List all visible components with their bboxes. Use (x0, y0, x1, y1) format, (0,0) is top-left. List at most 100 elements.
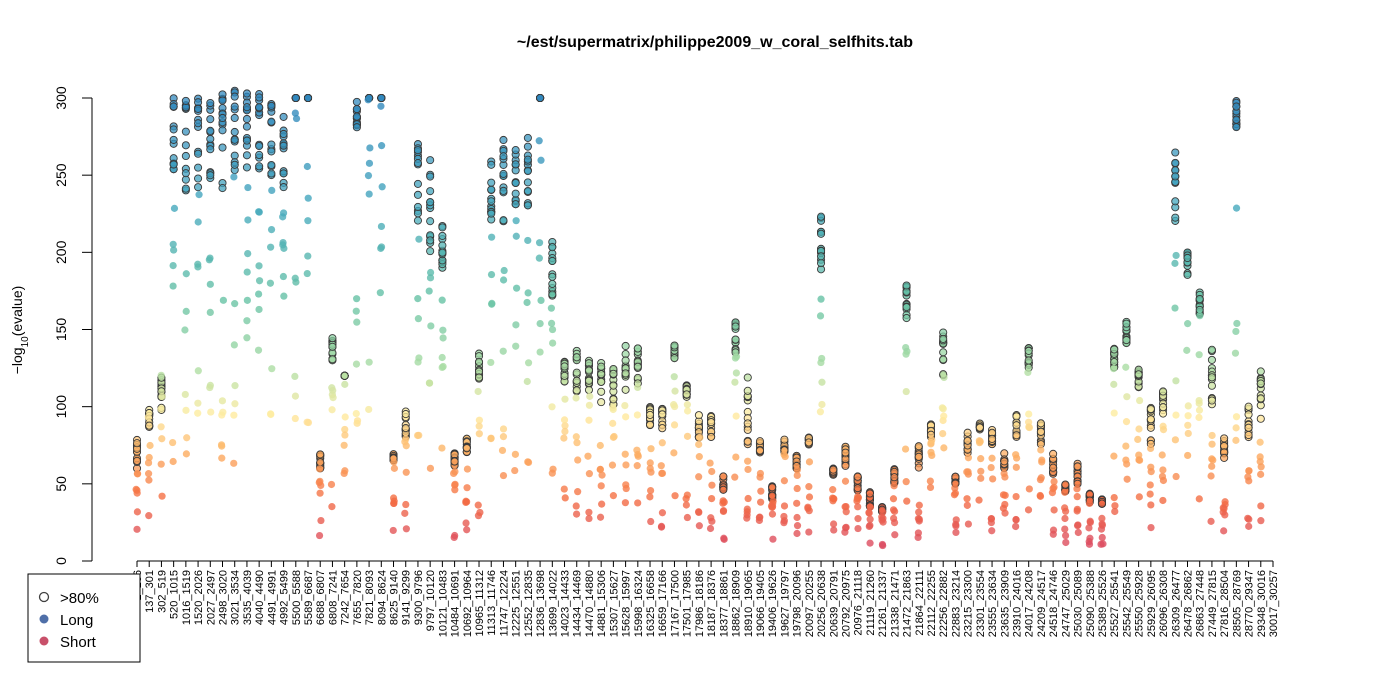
data-point (451, 531, 459, 540)
data-point (414, 358, 422, 366)
data-point (243, 296, 251, 304)
data-point (512, 342, 520, 350)
data-point (255, 162, 264, 171)
data-point (1233, 319, 1241, 328)
data-point (194, 218, 202, 226)
data-point (1036, 491, 1044, 500)
data-point (658, 509, 667, 517)
data-point (706, 524, 715, 533)
data-point (1073, 485, 1081, 493)
data-point (133, 525, 141, 533)
data-point (1012, 421, 1021, 430)
data-point (657, 462, 665, 470)
data-point (585, 470, 593, 478)
data-point (524, 458, 533, 467)
data-point (1159, 426, 1168, 434)
data-point (756, 513, 764, 521)
data-point (523, 142, 532, 151)
data-point (194, 399, 202, 407)
data-point (1209, 456, 1217, 464)
data-point (560, 485, 568, 493)
data-point (181, 390, 189, 399)
data-point (1232, 123, 1241, 132)
data-point (610, 432, 618, 441)
data-point (402, 525, 410, 533)
data-point (804, 438, 813, 447)
y-label-prefix: −log (9, 347, 25, 374)
data-point (1024, 506, 1033, 514)
data-point (169, 102, 178, 111)
data-point (1147, 444, 1155, 453)
data-point (230, 341, 238, 349)
x-tick-label: 25542_25549 (1121, 570, 1133, 637)
data-point (303, 162, 311, 171)
data-point (1085, 540, 1094, 548)
data-point (854, 524, 862, 533)
data-point (584, 366, 594, 375)
data-point (1244, 402, 1253, 411)
data-point (977, 455, 985, 463)
data-point (1110, 358, 1119, 367)
data-point (1122, 319, 1131, 328)
data-point (561, 422, 569, 430)
data-point (488, 299, 496, 307)
data-point (1207, 345, 1216, 354)
x-tick-label: 21338_21471 (889, 570, 901, 637)
data-point (732, 369, 740, 377)
data-point (1025, 410, 1033, 418)
data-point (780, 519, 788, 527)
data-point (816, 312, 825, 320)
data-point (755, 437, 765, 446)
data-point (1135, 456, 1144, 464)
y-axis-ticks: 0 50 100 150 200 250 300 (53, 86, 92, 565)
x-tick-label: 27816_28504 (1219, 570, 1231, 637)
data-point (841, 461, 850, 470)
data-point (560, 434, 568, 442)
data-point (1097, 525, 1106, 533)
data-point (230, 127, 239, 137)
data-point (902, 281, 911, 290)
data-point (622, 413, 630, 421)
data-point (865, 522, 873, 531)
data-point (144, 413, 152, 421)
data-point (548, 325, 557, 334)
data-point (939, 348, 948, 357)
data-point (377, 102, 385, 110)
data-point (597, 398, 606, 407)
data-point (633, 344, 642, 353)
data-point (865, 509, 873, 517)
data-point (181, 141, 190, 150)
data-point (389, 526, 397, 535)
data-point (1195, 406, 1204, 414)
data-point (279, 141, 288, 150)
data-point (1073, 493, 1081, 501)
data-point (267, 147, 276, 156)
data-point (194, 367, 202, 375)
x-tick-label: 5589_6687 (303, 570, 315, 625)
data-point (914, 442, 923, 451)
data-point (572, 394, 580, 402)
data-point (1110, 380, 1118, 388)
data-point (816, 408, 825, 416)
x-tick-label: 24017_24208 (1024, 570, 1036, 637)
data-point (584, 376, 594, 385)
data-point (1147, 501, 1155, 509)
data-point (706, 459, 714, 467)
data-point (707, 418, 716, 427)
data-point (267, 160, 276, 170)
data-point (1207, 517, 1215, 525)
data-point (621, 499, 630, 507)
data-point (1049, 463, 1058, 472)
data-point (657, 523, 666, 531)
y-label-sub: 10 (20, 336, 31, 348)
y-tick-label: 100 (53, 395, 69, 419)
data-point (560, 371, 569, 380)
data-point (854, 515, 862, 523)
x-tick-label: 22256_22882 (938, 570, 950, 637)
data-point (413, 179, 422, 188)
x-tick-label: 15307_15627 (608, 570, 620, 637)
data-point (243, 334, 251, 342)
y-tick-label: 150 (53, 318, 69, 342)
data-point (243, 268, 251, 276)
data-point (1025, 423, 1033, 431)
